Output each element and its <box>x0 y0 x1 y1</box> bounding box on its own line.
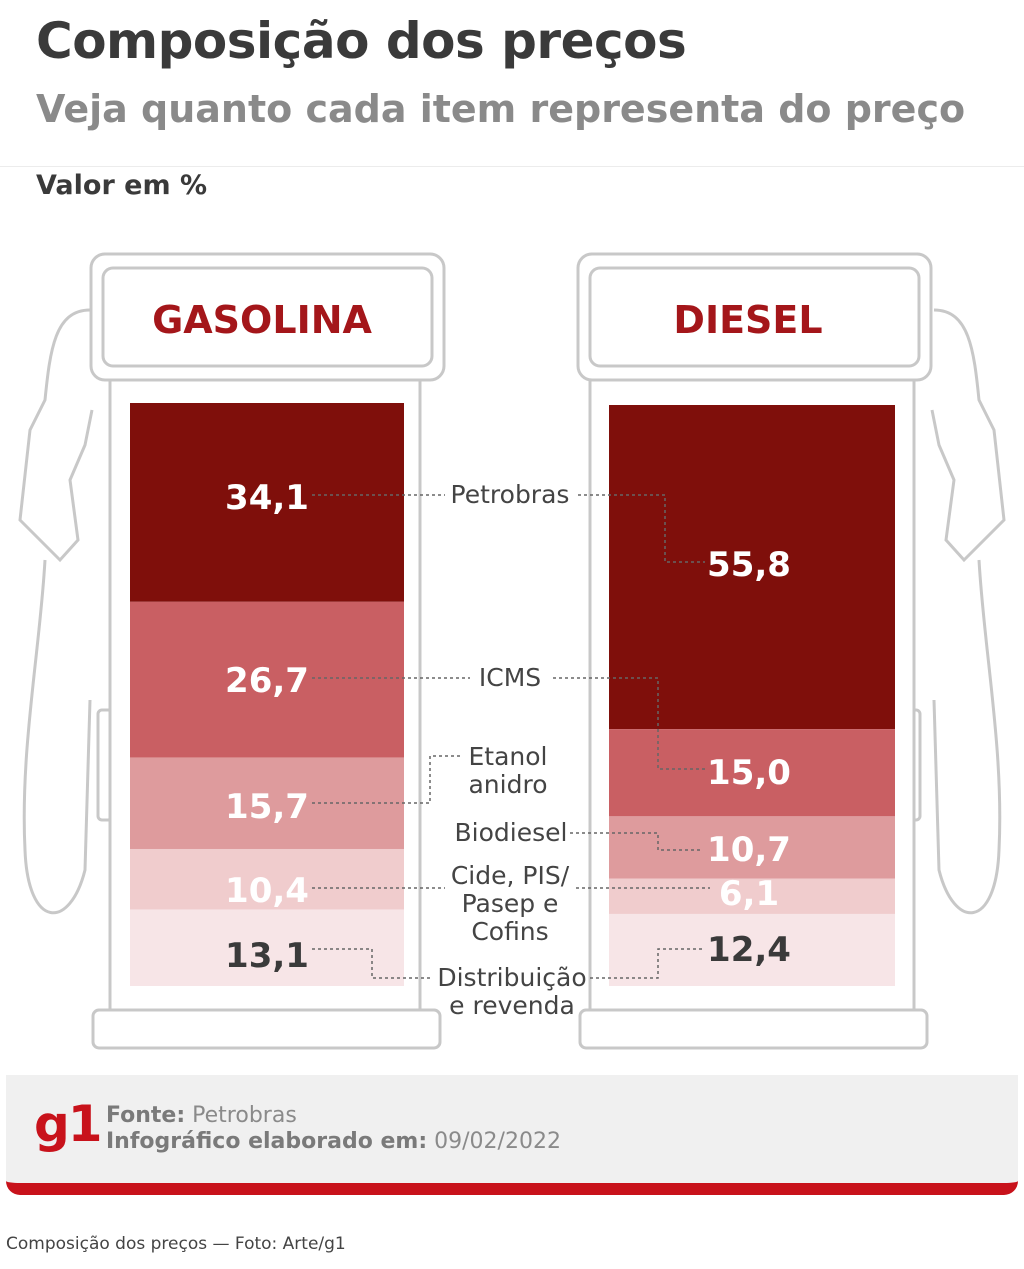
bar-diesel-2 <box>609 816 895 879</box>
nozzle-icon <box>930 308 1006 563</box>
chart-title: Composição dos preços <box>36 12 687 70</box>
legend-label-5: Distribuição <box>437 963 586 992</box>
value-label-gasolina-4: 13,1 <box>225 936 309 976</box>
bar-gasolina-2 <box>130 757 404 849</box>
value-label-diesel-1: 15,0 <box>707 753 791 793</box>
hose-icon <box>22 559 92 915</box>
connector-lines <box>312 494 710 979</box>
bar-gasolina-4 <box>130 909 404 986</box>
legend-label-2: anidro <box>468 770 547 799</box>
value-label-gasolina-3: 10,4 <box>225 871 309 911</box>
bar-diesel-3 <box>609 878 895 914</box>
connector-line-5 <box>570 832 700 851</box>
labels: GASOLINA DIESEL 34,1 55,8 26,7 15,0 15,7 10,7 10… <box>152 298 823 1020</box>
bars <box>130 403 895 986</box>
value-label-gasolina-0: 34,1 <box>225 478 309 518</box>
value-label-diesel-0: 55,8 <box>707 545 791 585</box>
pump-display <box>101 266 434 368</box>
bar-gasolina-1 <box>130 601 404 758</box>
chart-subtitle: Veja quanto cada item representa do preç… <box>36 87 966 131</box>
value-label-diesel-4: 12,4 <box>707 930 791 970</box>
legend-label-5: e revenda <box>449 991 575 1020</box>
footer: g1 Fonte: Petrobras Infográfico elaborad… <box>6 1075 1018 1195</box>
unit-label: Valor em % <box>36 170 208 201</box>
hose-icon <box>932 559 1002 915</box>
nozzle-icon <box>18 308 94 563</box>
legend-label-0: Petrobras <box>451 480 570 509</box>
pump-base <box>91 1008 442 1050</box>
bar-gasolina-3 <box>130 848 404 910</box>
bar-diesel-1 <box>609 729 895 817</box>
legend-label-4: Pasep e <box>462 889 559 918</box>
pump-base <box>578 1008 929 1050</box>
divider <box>0 166 1024 167</box>
pump-display <box>588 266 921 368</box>
bar-diesel-4 <box>609 913 895 986</box>
value-label-gasolina-1: 26,7 <box>225 661 309 701</box>
connector-line-8 <box>312 948 432 979</box>
connector-line-4 <box>312 755 460 804</box>
image-caption: Composição dos preços — Foto: Arte/g1 <box>6 1234 346 1254</box>
source-label: Fonte: <box>106 1103 186 1128</box>
date-label: Infográfico elaborado em: <box>106 1129 428 1154</box>
bar-gasolina-0 <box>130 403 404 602</box>
bar-diesel-0 <box>609 405 895 730</box>
category-label-diesel: DIESEL <box>673 298 822 342</box>
value-label-gasolina-2: 15,7 <box>225 787 309 827</box>
connector-line-9 <box>590 948 705 979</box>
connector-line-1 <box>578 494 705 563</box>
legend-label-2: Etanol <box>468 742 547 771</box>
g1-logo: g1 <box>34 1095 103 1153</box>
stacked-bar-chart: GASOLINA DIESEL 34,1 55,8 26,7 15,0 15,7 10,7 10… <box>18 252 1006 1050</box>
legend-label-1: ICMS <box>479 663 541 692</box>
legend-label-4: Cide, PIS/ <box>451 861 570 890</box>
connector-line-3 <box>553 677 705 770</box>
source-value: Petrobras <box>192 1103 297 1128</box>
date-value: 09/02/2022 <box>434 1129 561 1154</box>
category-label-gasolina: GASOLINA <box>152 298 372 342</box>
legend-label-3: Biodiesel <box>455 818 568 847</box>
legend-label-4: Cofins <box>471 917 548 946</box>
value-label-diesel-2: 10,7 <box>707 830 791 870</box>
value-label-diesel-3: 6,1 <box>719 874 779 914</box>
source-info: Fonte: Petrobras Infográfico elaborado e… <box>106 1103 561 1155</box>
